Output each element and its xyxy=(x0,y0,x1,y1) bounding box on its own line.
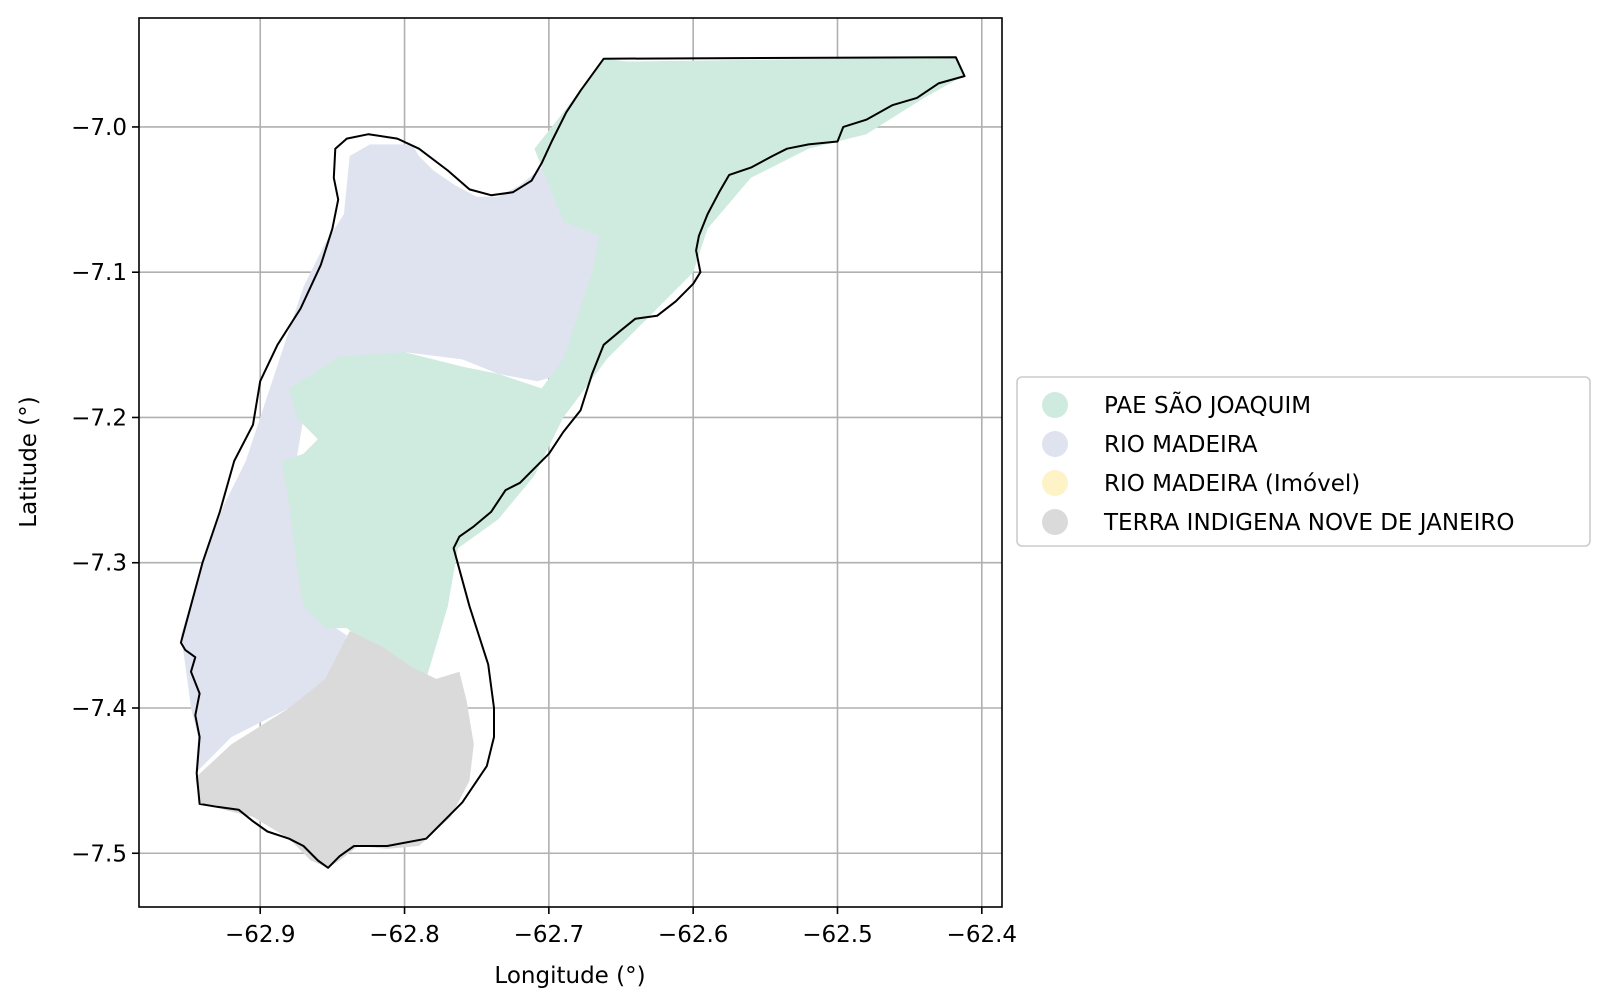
legend-box xyxy=(1016,376,1591,547)
y-tick-label: −7.2 xyxy=(71,405,127,431)
x-tick-label: −62.4 xyxy=(947,922,1017,948)
y-tick-label: −7.0 xyxy=(71,115,127,141)
y-tick-label: −7.3 xyxy=(71,551,127,577)
plot-frame xyxy=(138,17,1003,908)
x-tick-label: −62.5 xyxy=(802,922,872,948)
x-tick-label: −62.8 xyxy=(369,922,439,948)
x-tick-label: −62.6 xyxy=(658,922,728,948)
municipality-boundary xyxy=(179,56,966,869)
y-tick-label: −7.1 xyxy=(71,260,127,286)
map-regions xyxy=(180,57,963,868)
x-tick-label: −62.7 xyxy=(514,922,584,948)
x-tick-label: −62.9 xyxy=(225,922,295,948)
x-axis-ticks: −62.9 −62.8 −62.7 −62.6 −62.5 −62.4 xyxy=(225,907,1017,948)
boundary-outline xyxy=(179,56,966,869)
region-pae-s-o-joaquim xyxy=(281,57,963,679)
legend-label: TERRA INDIGENA NOVE DE JANEIRO xyxy=(1103,510,1515,536)
legend-label: RIO MADEIRA (Imóvel) xyxy=(1104,471,1360,497)
legend-marker xyxy=(1042,431,1068,457)
legend-label: RIO MADEIRA xyxy=(1104,432,1258,458)
y-tick-label: −7.4 xyxy=(71,696,127,722)
region-rio-madeira xyxy=(180,144,611,774)
legend: PAE SÃO JOAQUIM RIO MADEIRA RIO MADEIRA (I… xyxy=(1016,376,1591,547)
legend-marker xyxy=(1042,470,1068,496)
region-terra-indigena-nove-de-janeiro xyxy=(195,631,474,868)
y-tick-label: −7.5 xyxy=(71,841,127,867)
legend-marker xyxy=(1042,392,1068,418)
x-axis-label: Longitude (°) xyxy=(494,963,645,989)
legend-label: PAE SÃO JOAQUIM xyxy=(1104,391,1311,419)
y-axis-ticks: −7.0 −7.1 −7.2 −7.3 −7.4 −7.5 xyxy=(71,115,139,867)
legend-marker xyxy=(1042,509,1068,535)
y-axis-label: Latitude (°) xyxy=(16,396,42,527)
